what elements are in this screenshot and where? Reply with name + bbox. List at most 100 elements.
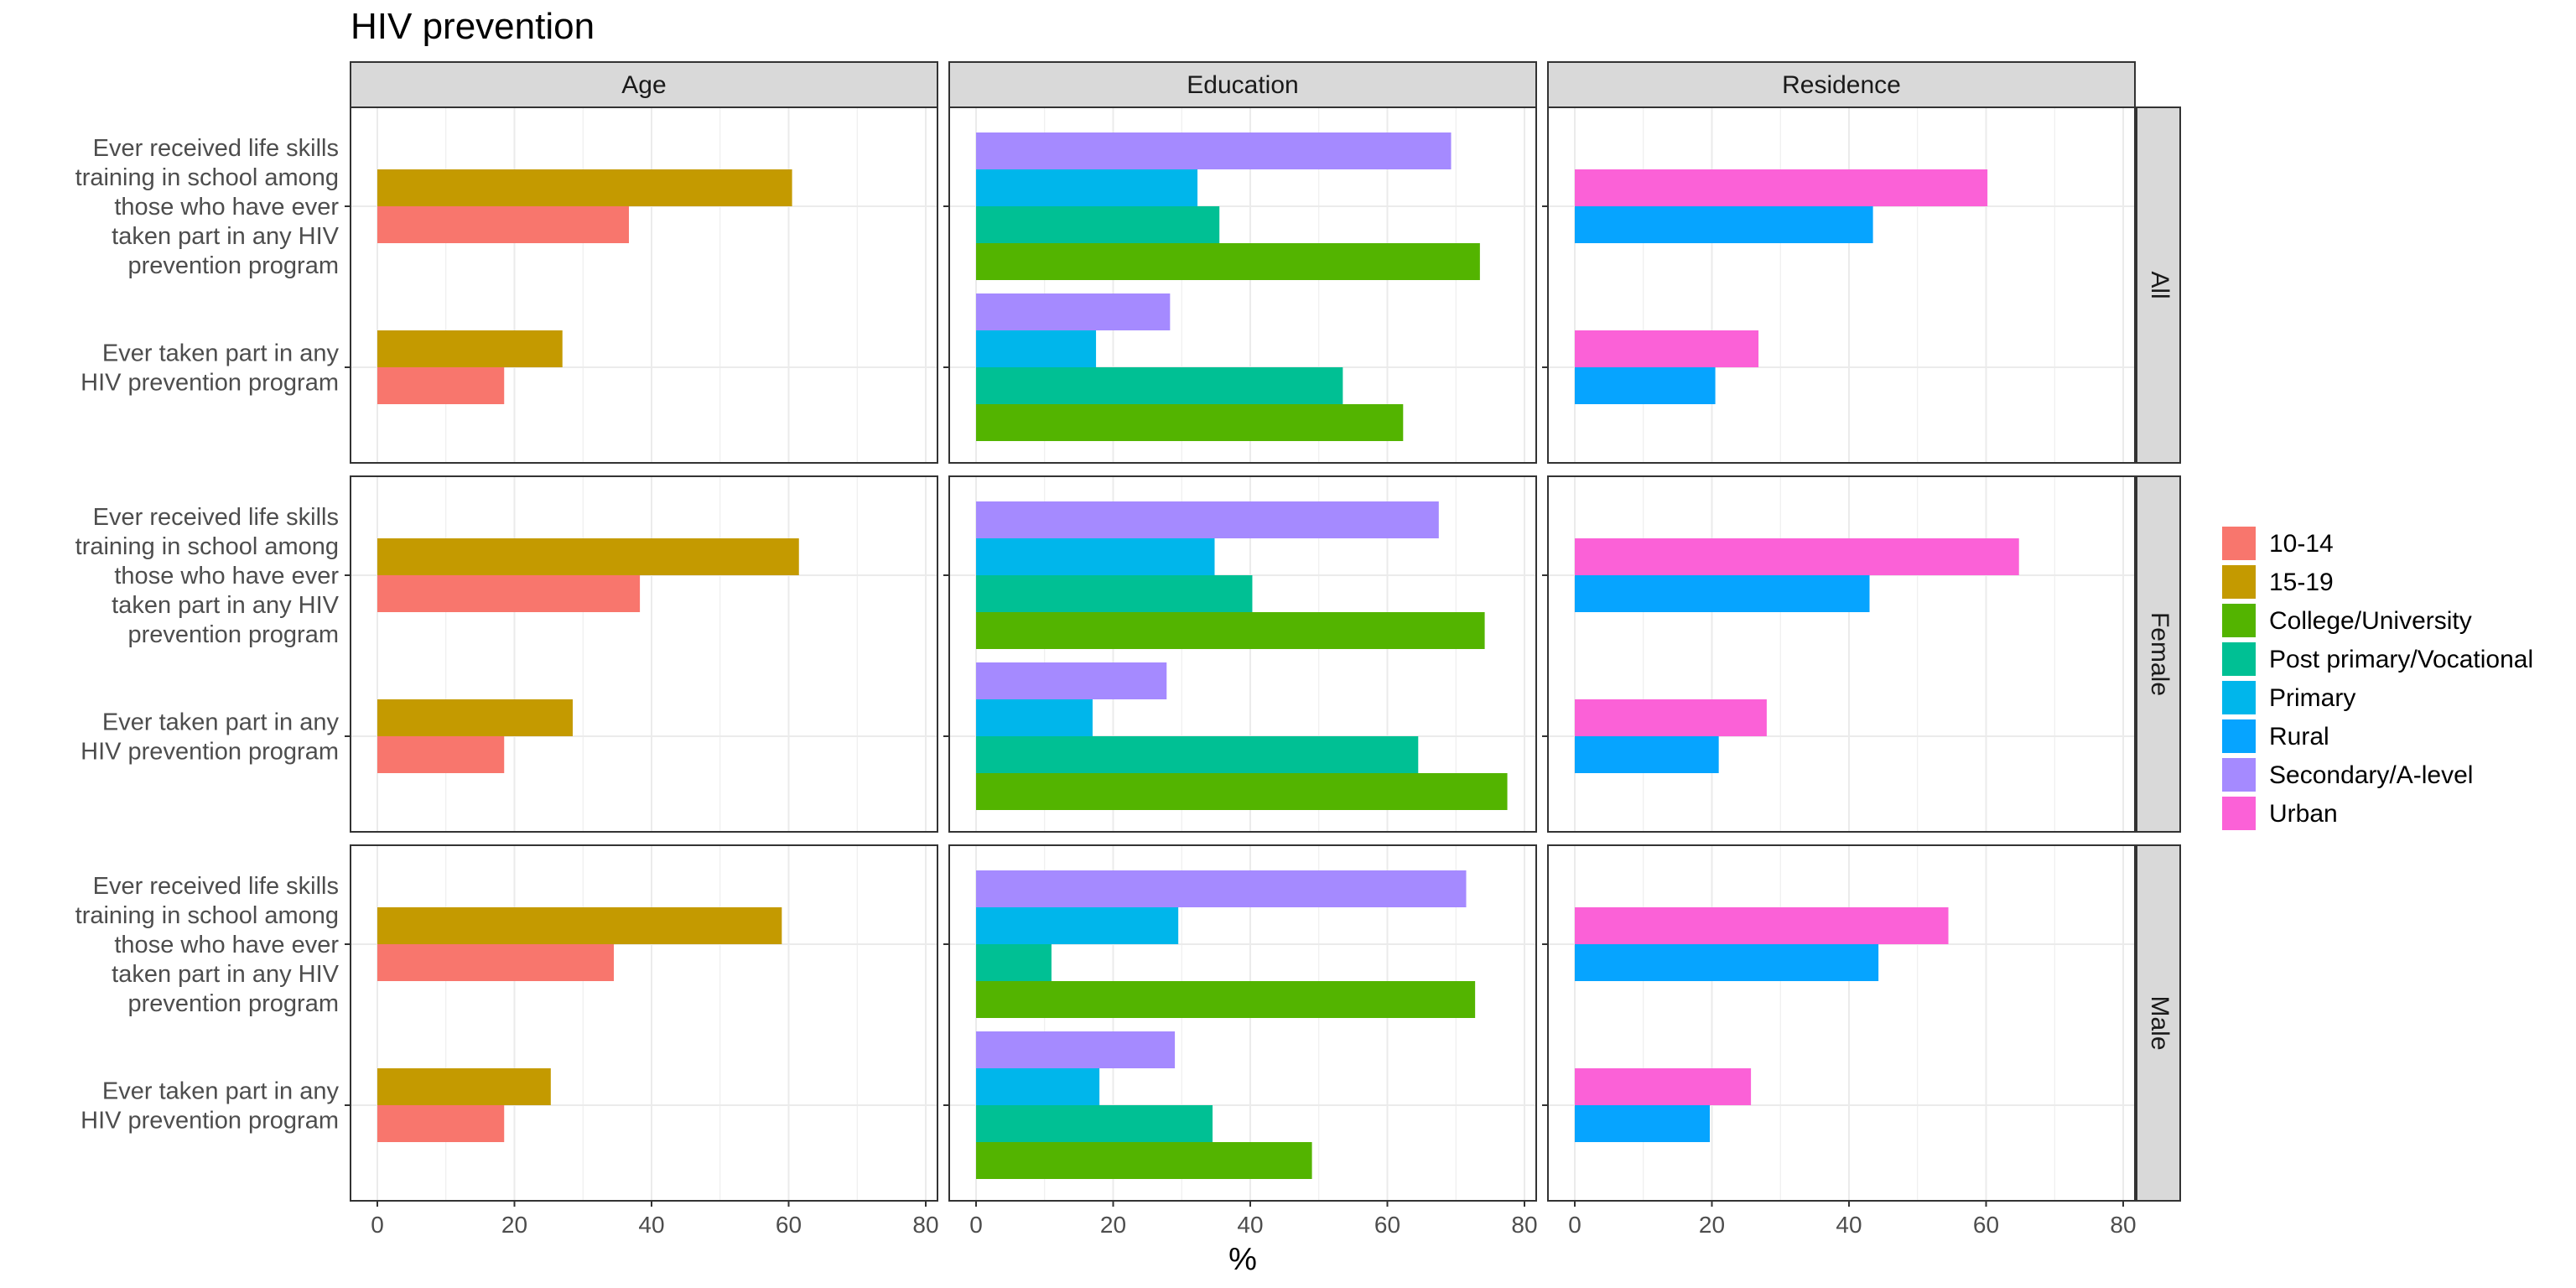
bar — [1575, 367, 1716, 404]
panel-border — [1547, 844, 2136, 1202]
legend-label: 15-19 — [2269, 569, 2334, 596]
bar — [976, 944, 1052, 981]
bar — [976, 773, 1508, 810]
facet-strip-label: Residence — [1782, 71, 1901, 99]
bar — [976, 501, 1439, 538]
y-category-label: Ever taken part in any HIV prevention pro… — [80, 1078, 339, 1135]
facet-strip-age — [350, 61, 938, 108]
x-tick-label: 20 — [1699, 1212, 1725, 1238]
chart-title: HIV prevention — [351, 6, 595, 47]
legend-key — [2222, 642, 2256, 676]
panel-background — [351, 476, 937, 832]
x-tick-label: 60 — [1973, 1212, 1999, 1238]
legend-key — [2222, 719, 2256, 753]
panel-background — [351, 107, 937, 463]
bar — [377, 538, 799, 575]
bar — [976, 662, 1167, 699]
bar — [377, 575, 641, 612]
panel-border — [948, 844, 1537, 1202]
panel-background — [1548, 845, 2135, 1201]
bar — [976, 243, 1480, 280]
x-tick-label: 80 — [912, 1212, 938, 1238]
bar — [976, 206, 1220, 243]
bar — [976, 1068, 1100, 1105]
bar — [976, 293, 1171, 330]
legend-key — [2222, 758, 2256, 792]
bar — [976, 1031, 1176, 1068]
bar — [1575, 699, 1767, 736]
panel-background — [351, 845, 937, 1201]
bar — [976, 907, 1179, 944]
y-category-label: Ever received life skills training in sch… — [75, 873, 340, 1017]
legend-key — [2222, 681, 2256, 714]
x-axis-title: % — [1228, 1242, 1257, 1277]
facet-strip-label: Female — [2146, 612, 2174, 696]
panel-border — [350, 106, 938, 464]
facet-strip-education — [948, 61, 1537, 108]
y-category-label: Ever received life skills training in sch… — [75, 504, 340, 648]
panel-border — [1547, 475, 2136, 833]
bar — [1575, 575, 1870, 612]
bar — [377, 330, 563, 367]
facet-strip-label: Education — [1187, 71, 1298, 99]
bar — [377, 699, 573, 736]
bar — [1575, 907, 1949, 944]
panel-border — [350, 475, 938, 833]
facet-strip-male — [2136, 844, 2181, 1202]
bar — [976, 132, 1452, 169]
bar — [1575, 330, 1759, 367]
bar — [1575, 1068, 1752, 1105]
panel-background — [1548, 476, 2135, 832]
bar — [976, 699, 1093, 736]
bar — [976, 736, 1419, 773]
legend-key — [2222, 797, 2256, 830]
x-tick-label: 20 — [501, 1212, 527, 1238]
facet-strip-label: Male — [2146, 995, 2174, 1050]
legend-label: Post primary/Vocational — [2269, 646, 2533, 673]
bar — [976, 612, 1485, 649]
legend-key — [2222, 565, 2256, 599]
bar — [377, 736, 505, 773]
bar — [1575, 538, 2019, 575]
bar — [976, 404, 1404, 441]
x-tick-label: 60 — [1374, 1212, 1400, 1238]
facet-strip-female — [2136, 475, 2181, 833]
bar — [976, 1105, 1213, 1142]
x-tick-label: 20 — [1100, 1212, 1126, 1238]
x-tick-label: 40 — [1836, 1212, 1862, 1238]
y-category-label: Ever taken part in any HIV prevention pro… — [80, 709, 339, 766]
panel-border — [948, 106, 1537, 464]
bar — [377, 1105, 505, 1142]
bar — [1575, 169, 1988, 206]
bar — [377, 907, 782, 944]
bar — [1575, 736, 1719, 773]
x-tick-label: 0 — [1568, 1212, 1581, 1238]
bar — [377, 1068, 551, 1105]
panel-border — [948, 475, 1537, 833]
x-tick-label: 0 — [969, 1212, 983, 1238]
bar — [1575, 1105, 1711, 1142]
facet-strip-residence — [1547, 61, 2136, 108]
facet-strip-label: All — [2146, 271, 2174, 299]
y-category-label: Ever taken part in any HIV prevention pro… — [80, 340, 339, 397]
legend: 10-14 15-19 College/University Post primary… — [2222, 527, 2533, 830]
legend-key — [2222, 527, 2256, 560]
bar — [976, 870, 1467, 907]
legend-key — [2222, 604, 2256, 637]
x-tick-label: 40 — [638, 1212, 664, 1238]
legend-label: Primary — [2269, 684, 2355, 712]
bar — [976, 538, 1215, 575]
bar — [1575, 944, 1879, 981]
bar — [377, 944, 615, 981]
x-tick-label: 80 — [1511, 1212, 1537, 1238]
x-tick-label: 60 — [776, 1212, 802, 1238]
bar — [377, 367, 505, 404]
panel-border — [1547, 106, 2136, 464]
legend-label: Urban — [2269, 800, 2338, 828]
legend-label: Rural — [2269, 723, 2329, 750]
legend-label: College/University — [2269, 607, 2472, 635]
bar — [976, 367, 1343, 404]
bar — [1575, 206, 1873, 243]
legend-label: 10-14 — [2269, 530, 2334, 558]
